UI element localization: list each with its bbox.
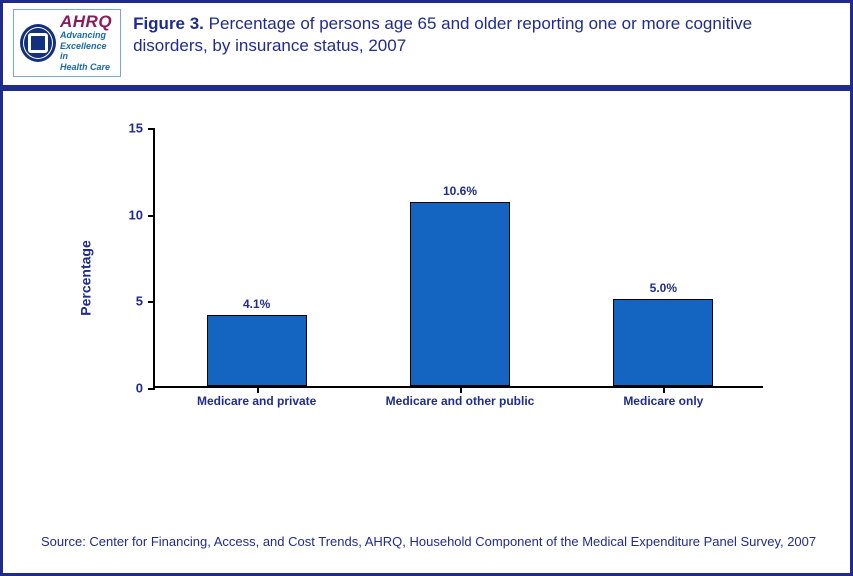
bar-value-label: 5.0% — [603, 281, 723, 295]
x-axis-label: Medicare only — [623, 394, 703, 408]
header: AHRQ Advancing Excellence in Health Care… — [3, 3, 850, 85]
source-citation: Source: Center for Financing, Access, an… — [41, 534, 820, 551]
x-tick — [663, 386, 665, 393]
y-tick — [148, 388, 155, 390]
ahrq-tagline-2: Excellence in — [60, 42, 114, 62]
y-axis-label: Percentage — [78, 240, 94, 315]
chart-container: Percentage 0510154.1%Medicare and privat… — [108, 113, 788, 443]
figure-title: Figure 3. Percentage of persons age 65 a… — [133, 9, 830, 57]
plot-area: 0510154.1%Medicare and private10.6%Medic… — [153, 128, 763, 388]
y-tick-label: 10 — [117, 207, 143, 222]
ahrq-tagline-1: Advancing — [60, 31, 114, 41]
x-tick — [257, 386, 259, 393]
figure-title-text: Percentage of persons age 65 and older r… — [133, 14, 752, 55]
hhs-seal-icon — [20, 24, 56, 62]
y-tick-label: 0 — [117, 381, 143, 396]
x-axis-label: Medicare and private — [197, 394, 316, 408]
y-tick-label: 5 — [117, 294, 143, 309]
bar — [613, 299, 713, 386]
ahrq-text-block: AHRQ Advancing Excellence in Health Care — [60, 13, 114, 73]
y-tick-label: 15 — [117, 121, 143, 136]
y-tick — [148, 301, 155, 303]
y-tick — [148, 128, 155, 130]
bar-value-label: 10.6% — [400, 184, 520, 198]
x-axis-label: Medicare and other public — [386, 394, 535, 408]
header-divider — [3, 85, 850, 91]
bar-value-label: 4.1% — [197, 297, 317, 311]
bar — [410, 202, 510, 386]
x-tick — [460, 386, 462, 393]
figure-label: Figure 3. — [133, 14, 204, 33]
figure-frame: AHRQ Advancing Excellence in Health Care… — [0, 0, 853, 576]
bar — [207, 315, 307, 386]
y-tick — [148, 215, 155, 217]
ahrq-tagline-3: Health Care — [60, 63, 114, 73]
ahrq-wordmark: AHRQ — [60, 13, 114, 30]
ahrq-logo: AHRQ Advancing Excellence in Health Care — [13, 9, 121, 77]
